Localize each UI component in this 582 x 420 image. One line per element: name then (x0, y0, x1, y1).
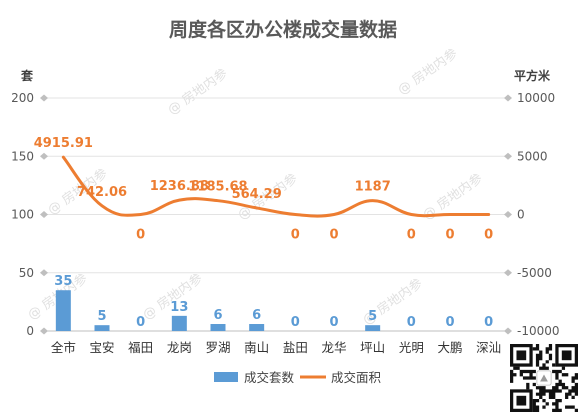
right-tick-label: -10000 (517, 324, 560, 338)
qr-finder-core (516, 395, 527, 406)
category-label: 南山 (244, 340, 269, 355)
bar (210, 324, 226, 331)
line-data-label: 1185.68 (188, 180, 247, 195)
bar-data-label: 0 (291, 315, 300, 330)
right-tick-label: 10000 (517, 91, 555, 105)
left-tick-marker (40, 211, 48, 218)
watermark-text: @ 房地内参 (165, 65, 231, 118)
qr-modules (510, 344, 578, 412)
left-tick-label: 150 (11, 149, 34, 163)
bar-data-label: 0 (484, 315, 493, 330)
category-label: 光明 (399, 340, 424, 355)
left-tick-label: 0 (26, 324, 34, 338)
left-tick-label: 100 (11, 208, 34, 222)
category-label: 龙岗 (167, 340, 192, 355)
category-label: 宝安 (89, 340, 114, 355)
bar-data-label: 35 (54, 274, 72, 289)
watermark-text: @ 房地内参 (395, 45, 461, 98)
line-data-label: 4915.91 (34, 136, 93, 151)
qr-finder-core (516, 350, 527, 361)
qr-code-icon (510, 344, 578, 412)
right-tick-marker (504, 94, 512, 102)
bar-data-label: 0 (445, 315, 454, 330)
line-data-label: 742.06 (77, 185, 127, 200)
qr-logo-mark (540, 374, 548, 382)
left-axis-unit: 套 (20, 68, 34, 83)
category-label: 深汕 (476, 340, 501, 355)
qr-finder-core (561, 350, 572, 361)
category-label: 全市 (51, 340, 76, 355)
left-tick-marker (40, 152, 48, 160)
left-tick-label: 50 (19, 266, 34, 280)
category-label: 大鹏 (437, 340, 462, 355)
right-axis-unit: 平方米 (514, 68, 551, 83)
line-data-label: 0 (407, 228, 416, 243)
left-tick-marker (40, 327, 48, 335)
bar-data-label: 6 (252, 308, 261, 323)
category-label: 盐田 (283, 340, 308, 355)
left-tick-marker (40, 269, 48, 277)
bar-data-label: 0 (136, 315, 145, 330)
line-data-label: 0 (445, 228, 454, 243)
bar (94, 325, 110, 331)
line-data-label: 564.29 (232, 187, 282, 202)
bar (55, 290, 71, 331)
bar-data-label: 5 (97, 309, 106, 324)
watermark-text: @ 房地内参 (140, 270, 206, 323)
legend-swatch-bar (214, 372, 238, 382)
category-label: 福田 (128, 340, 153, 355)
line-data-label: 0 (291, 228, 300, 243)
category-label: 罗湖 (205, 340, 230, 355)
bar (249, 324, 265, 331)
right-tick-marker (504, 152, 512, 160)
bar-data-label: 5 (368, 309, 377, 324)
left-tick-label: 200 (11, 91, 34, 105)
right-tick-marker (504, 211, 512, 218)
legend: 成交套数 成交面积 (214, 370, 381, 385)
category-label: 龙华 (321, 340, 346, 355)
bar-data-label: 6 (213, 308, 222, 323)
legend-label: 成交套数 (244, 370, 295, 385)
bar-data-label: 0 (407, 315, 416, 330)
chart-title: 周度各区办公楼成交量数据 (169, 18, 397, 41)
left-axis-ticks: 0 50 100 150 200 (11, 91, 48, 338)
right-tick-label: 5000 (517, 149, 548, 163)
line-data-label: 0 (329, 228, 338, 243)
area-line (61, 155, 491, 218)
right-axis-ticks: -10000 -5000 0 5000 10000 (504, 91, 560, 338)
right-tick-marker (504, 327, 512, 335)
right-tick-marker (504, 269, 512, 277)
bar-data-label: 0 (329, 315, 338, 330)
category-label: 坪山 (360, 340, 385, 355)
bar (365, 325, 381, 331)
line-data-label: 1236.88 (150, 179, 209, 194)
bar (171, 315, 187, 331)
line-data-label: 0 (136, 228, 145, 243)
right-tick-label: 0 (517, 208, 525, 222)
legend-label: 成交面积 (331, 370, 381, 385)
bar-series: 35 5 0 13 6 6 0 0 5 0 0 0 (54, 274, 493, 331)
line-data-label: 1187 (355, 180, 391, 195)
category-labels: 全市 宝安 福田 龙岗 罗湖 南山 盐田 龙华 坪山 光明 大鹏 深汕 (51, 340, 501, 355)
bar-data-label: 13 (170, 300, 188, 315)
left-tick-marker (40, 94, 48, 102)
line-data-label: 0 (484, 228, 493, 243)
right-tick-label: -5000 (517, 266, 552, 280)
